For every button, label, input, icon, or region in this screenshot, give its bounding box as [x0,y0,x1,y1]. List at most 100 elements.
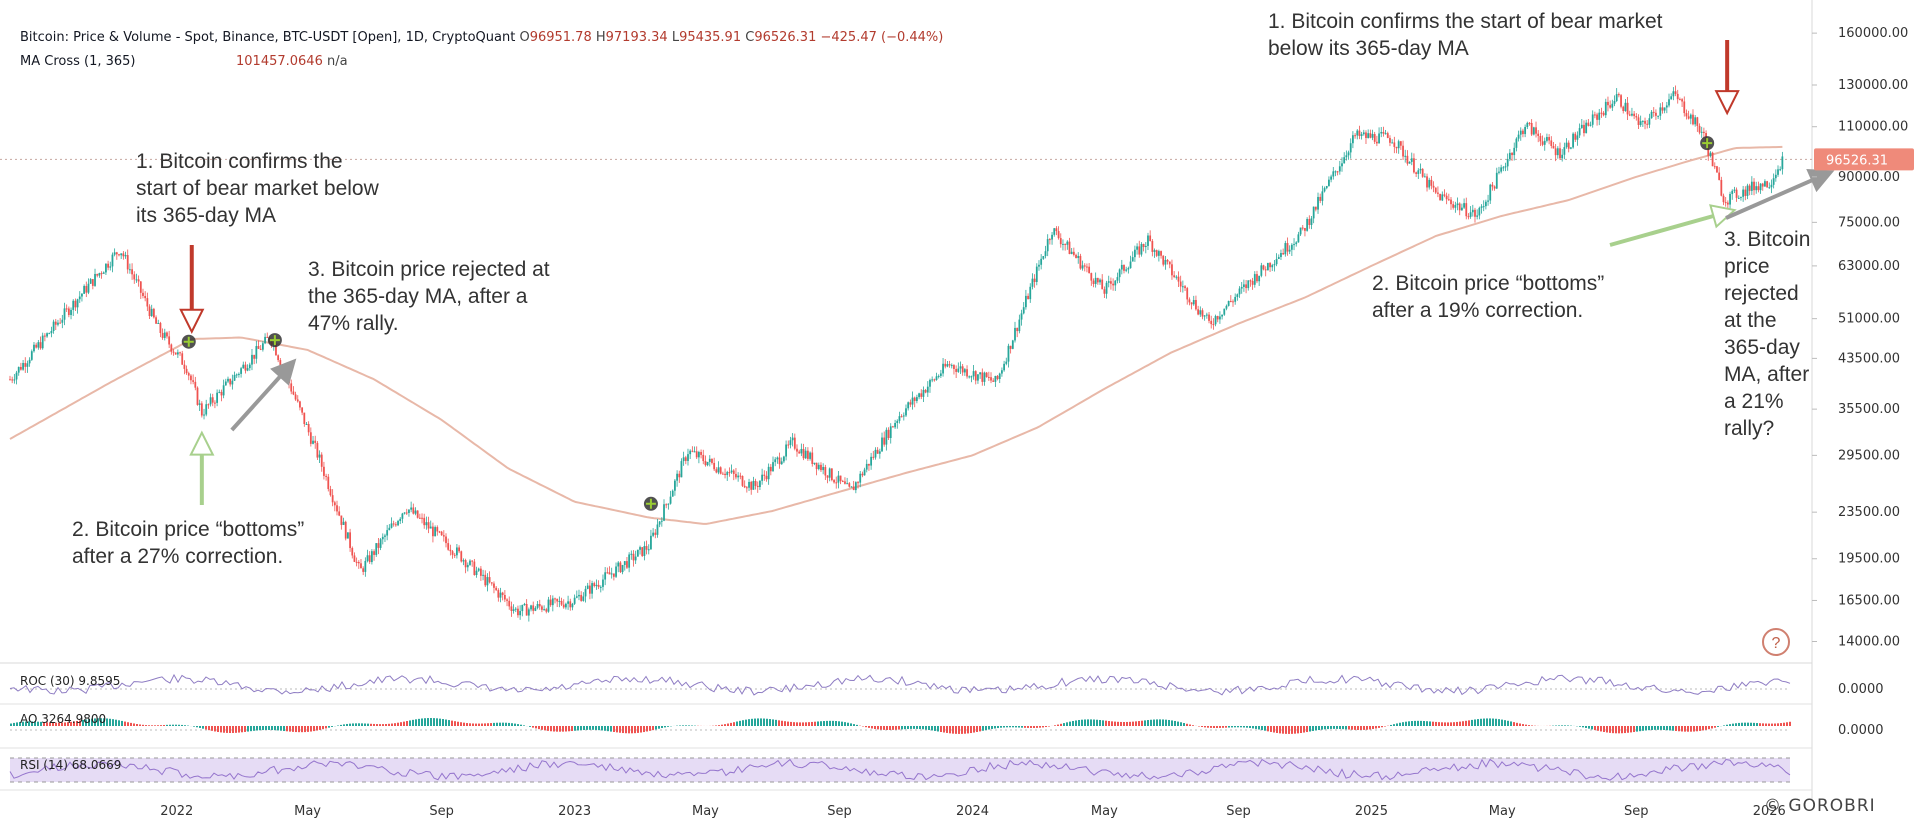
ao-bar [517,724,519,726]
candle-body [763,474,766,476]
ao-bar [1729,724,1731,726]
question-circle-icon[interactable]: ? [1762,628,1790,656]
ao-bar [682,725,684,726]
ao-bar [811,721,813,726]
candle-body [759,480,761,488]
pane-ao: AO 3264.9800 0.0000 [0,712,1884,749]
candle-body [743,485,746,488]
ma-legend[interactable]: MA Cross (1, 365) 101457.0646 n/a [20,54,348,69]
ao-bar [1306,726,1308,733]
candle-body [91,279,94,286]
candle-body [857,482,859,484]
candle-body [129,269,131,271]
candle-body [706,461,709,466]
candle-body [981,372,984,382]
ao-bar [949,726,951,734]
ao-bar [622,726,624,734]
candle-body [634,556,637,561]
ao-bar [1150,719,1152,726]
low-value: 95435.91 [679,30,742,45]
candle-body [370,551,373,563]
ao-bar [1075,720,1077,726]
candle-body [652,532,655,536]
candle-body [523,603,526,605]
candle-body [517,608,519,616]
ao-bar [568,726,570,732]
candle-body [83,285,86,294]
candle-body [1116,277,1119,281]
ao-bar [178,724,180,726]
candle-body [1162,255,1165,265]
candle-body [826,475,829,478]
candle-body [918,393,920,398]
x-tick-label: 2022 [160,804,193,819]
ao-bar [28,721,30,726]
candle-body [1238,288,1241,295]
symbol-title[interactable]: Bitcoin: Price & Volume - Spot, Binance,… [20,30,516,45]
candle-body [1716,166,1718,173]
candle-body [547,599,550,612]
candle-body [1609,105,1612,108]
candle-body [436,527,439,532]
arrow-right-3-head [1806,169,1835,193]
candle-body [1413,158,1415,173]
candle-body [1689,114,1692,119]
ao-bar [490,723,492,726]
candle-body [554,598,556,600]
ma-cross-marker-glyph [645,498,656,509]
ao-bar [1639,726,1641,732]
cross-markers [181,136,1715,511]
candle-body [1761,183,1764,187]
ao-bar [787,721,789,726]
candle-body [1731,190,1734,194]
time-axis[interactable]: 2022 May Sep 2023 May Sep 2024 May Sep 2025 May Sep… [160,804,1786,819]
candle-body [1090,273,1093,281]
candle-body [1746,185,1749,196]
ao-bar [1375,726,1377,729]
candle-body [961,366,964,373]
candle-body [580,594,583,601]
candle-body [1489,184,1492,201]
ao-bar [505,722,507,726]
ao-bar [1660,726,1662,730]
candle-body [1661,107,1664,111]
candle-body [22,362,24,370]
candle-body [772,462,774,472]
candle-body [1744,189,1747,196]
ao-bar [16,722,18,726]
candle-body [998,373,1001,380]
arrow-right-1-head [1714,90,1740,116]
candle-body [475,570,478,575]
candle-body [1423,176,1426,178]
candle-body [316,442,319,458]
ao-bar [463,722,465,726]
ao-bar [775,719,777,726]
candle-body [174,352,177,355]
x-tick-label: Sep [827,804,852,819]
ao-bar [523,725,525,726]
ao-bar [1354,726,1356,730]
ao-bar [889,726,891,730]
open-value: 96951.78 [529,30,592,45]
ao-bar [760,718,762,726]
candle-body [713,462,716,470]
candle-body [1650,111,1653,119]
candle-body [1574,133,1577,140]
x-tick-label: May [692,804,719,819]
candle-body [1404,155,1407,157]
ao-bar [1024,726,1026,728]
ao-bar [253,726,255,731]
candle-body [312,440,314,444]
ao-bar [1696,726,1698,732]
candle-body [1696,117,1699,126]
candle-body [719,467,722,474]
candle-body [996,375,999,380]
ao-bar [1102,720,1104,726]
ao-bar [1333,726,1335,729]
ao-bar [832,720,834,726]
candle-body [290,383,293,392]
ao-bar [1081,719,1083,726]
price-axis[interactable]: 160000.00 130000.00 110000.00 90000.00 75000… [1812,26,1914,649]
candle-body [377,543,380,548]
